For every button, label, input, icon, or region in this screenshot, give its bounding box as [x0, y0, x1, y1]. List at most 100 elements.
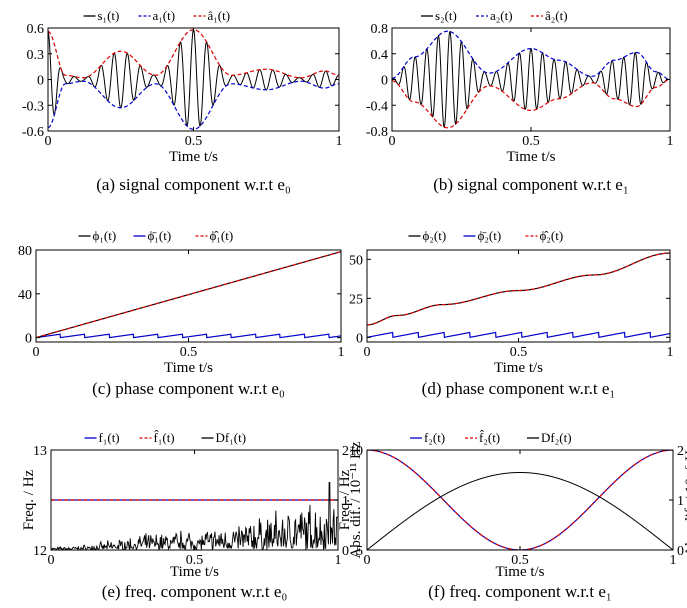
- x-tick-label: 0.5: [186, 553, 204, 568]
- legend-label: â₁(t): [208, 8, 231, 23]
- y-tick-label: 12: [33, 544, 47, 559]
- y-tick-label: 0.4: [371, 48, 389, 63]
- plot-area: [48, 28, 339, 130]
- x-tick-label: 0: [364, 345, 371, 360]
- caption: (c) phase component w.r.t e₀: [92, 379, 285, 398]
- legend-label: s₂(t): [435, 8, 457, 23]
- series-s₂(t): [392, 31, 670, 129]
- y2-tick-label: 2: [342, 444, 349, 459]
- panel-b: 0 0.5 1 -0.8 -0.4 0 0.4 0.8 Time t/s s₂(t) a₂(t) â₂…: [366, 8, 674, 194]
- legend: f₂(t) f̂₂(t) Df₂(t): [410, 430, 572, 445]
- caption: (a) signal component w.r.t e₀: [96, 175, 291, 194]
- y-tick-label: 0: [25, 332, 32, 347]
- y-axis-label: Freq. / Hz: [337, 469, 353, 530]
- panel-a: 0 0.5 1 -0.6 -0.3 0 0.3 0.6 Time t/s s₁(t) a₁(t) â₁…: [22, 8, 343, 194]
- legend-label: f̂₂(t): [479, 430, 500, 445]
- x-tick-label: 0.5: [511, 553, 529, 568]
- y2-tick-label: 0: [342, 544, 349, 559]
- axes-box: [366, 249, 671, 343]
- x-axis-label: Time t/s: [506, 149, 555, 165]
- axes-box: [391, 27, 671, 132]
- legend-label: a₂(t): [490, 8, 513, 23]
- axes-box: [35, 249, 342, 343]
- y-tick-label: 10: [349, 444, 363, 459]
- y-tick-label: 5: [356, 544, 363, 559]
- series-s₁(t): [48, 28, 339, 127]
- x-axis-label: Time t/s: [495, 564, 544, 580]
- series-Df₂(t): [367, 472, 673, 550]
- y-axis-label: Freq. / Hz: [21, 469, 37, 530]
- y-tick-label: 0: [37, 74, 44, 89]
- legend-label: ϕ̂₁(t): [210, 228, 234, 243]
- x-tick-label: 0.5: [510, 345, 528, 360]
- x-axis-label: Time t/s: [494, 360, 543, 376]
- y-tick-label: 13: [33, 444, 47, 459]
- y2-tick-label: 1: [342, 494, 349, 509]
- y-tick-label: 0: [381, 74, 388, 89]
- y-tick-label: -0.4: [366, 99, 388, 114]
- y-tick-label: -0.8: [366, 125, 388, 140]
- series-â₂(t): [392, 78, 670, 129]
- y-tick-label: -0.6: [22, 125, 44, 140]
- legend: s₁(t) a₁(t) â₁(t): [83, 8, 231, 23]
- y-tick-label: 50: [349, 253, 363, 268]
- plot-area: [367, 252, 670, 339]
- series-ϕ̂₁(t): [36, 251, 341, 339]
- x-axis-label: Time t/s: [169, 149, 218, 165]
- x-axis-label: Time t/s: [170, 564, 219, 580]
- figure-panels: 0 0.5 1 -0.6 -0.3 0 0.3 0.6 Time t/s s₁(t) a₁(t) â₁…: [18, 8, 687, 601]
- x-tick-label: 0: [45, 134, 52, 149]
- legend-label: â₂(t): [545, 8, 568, 23]
- legend-label: s₁(t): [98, 8, 120, 23]
- series-ϕ̄₂(t): [367, 331, 670, 339]
- x-tick-label: 1: [667, 345, 674, 360]
- legend-label: ϕ̄₂(t): [478, 228, 502, 243]
- x-tick-label: 1: [335, 553, 342, 568]
- series-â₁(t): [48, 29, 339, 79]
- x-tick-label: 1: [670, 553, 677, 568]
- series-ϕ̂₂(t): [367, 252, 670, 326]
- y2-axis-label: Abs. dif. / 10⁻¹¹ Hz: [348, 441, 364, 558]
- legend-label: ϕ̂₂(t): [540, 228, 564, 243]
- legend-label: f̂₁(t): [154, 430, 175, 445]
- x-tick-label: 0.5: [185, 134, 203, 149]
- x-tick-label: 1: [667, 134, 674, 149]
- y-tick-label: 0: [356, 331, 363, 346]
- y2-tick-label: 0: [677, 544, 684, 559]
- y-tick-label: 25: [349, 292, 363, 307]
- axes-box: [366, 449, 674, 551]
- legend-label: ϕ̄₁(t): [148, 228, 172, 243]
- caption: (f) freq. component w.r.t e₁: [428, 582, 612, 601]
- legend: s₂(t) a₂(t) â₂(t): [421, 8, 568, 23]
- series-Df₁(t): [51, 482, 338, 550]
- y2-tick-label: 2: [677, 444, 684, 459]
- plot-area: [51, 482, 338, 550]
- y-tick-label: 0.6: [27, 22, 45, 37]
- y-tick-label: -0.3: [22, 99, 44, 114]
- x-tick-label: 1: [338, 345, 345, 360]
- y-tick-label: 0.3: [27, 48, 45, 63]
- caption: (d) phase component w.r.t e₁: [422, 379, 616, 398]
- y-tick-label: 40: [18, 288, 32, 303]
- y-tick-label: 0.8: [371, 22, 389, 37]
- panel-d: 0 0.5 1 0 25 50 Time t/s ϕ₂(t) ϕ̄₂(t) ϕ̂₂(t) (d) p…: [349, 228, 674, 398]
- caption: (b) signal component w.r.t e₁: [433, 175, 629, 194]
- series-ϕ̄₁(t): [36, 333, 341, 339]
- series-ϕ₂(t): [367, 252, 670, 326]
- series-f̂₂(t): [367, 450, 673, 550]
- x-tick-label: 0: [364, 553, 371, 568]
- legend: ϕ₁(t) ϕ̄₁(t) ϕ̂₁(t): [78, 228, 234, 243]
- plot-area: [367, 450, 673, 550]
- caption: (e) freq. component w.r.t e₀: [102, 582, 288, 601]
- x-tick-label: 0: [33, 345, 40, 360]
- y2-axis-label: Abs. dif. / 10⁻⁶ Hz: [683, 443, 687, 556]
- panel-c: 0 0.5 1 0 40 80 Time t/s ϕ₁(t) ϕ̄₁(t) ϕ̂₁(t) (c) p…: [18, 228, 345, 398]
- x-axis-label: Time t/s: [164, 360, 213, 376]
- x-tick-label: 0.5: [522, 134, 540, 149]
- x-tick-label: 0: [48, 553, 55, 568]
- series-f₂(t): [367, 450, 673, 550]
- legend: f₁(t) f̂₁(t) Df₁(t): [84, 430, 246, 445]
